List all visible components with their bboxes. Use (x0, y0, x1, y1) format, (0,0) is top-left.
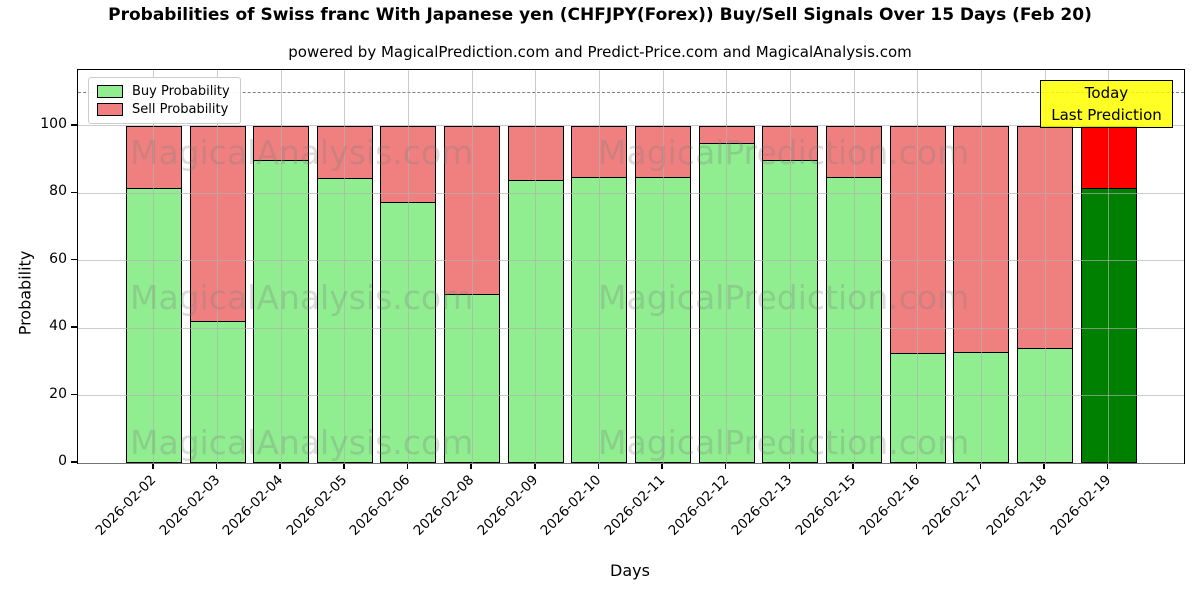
v-gridline (853, 70, 855, 463)
x-tick-mark (534, 463, 536, 469)
y-tick-label: 40 (49, 318, 67, 335)
today-annotation-line1: Today (1084, 84, 1129, 102)
sell-color-swatch (97, 103, 123, 116)
x-tick-mark (406, 463, 409, 469)
x-tick-mark (916, 463, 918, 469)
h-gridline (78, 327, 1184, 329)
x-tick-mark (979, 463, 982, 469)
v-gridline (407, 70, 409, 463)
h-gridline (78, 395, 1184, 397)
y-tick-label: 0 (58, 453, 67, 469)
x-tick-mark (852, 463, 854, 469)
chart-title: Probabilities of Swiss franc With Japane… (108, 5, 1092, 25)
x-tick-mark (1043, 463, 1045, 469)
today-annotation: Today Last Prediction (1040, 80, 1173, 128)
chart-subtitle: powered by MagicalPrediction.com and Pre… (288, 43, 912, 61)
v-gridline (153, 70, 155, 463)
v-gridline (980, 70, 982, 463)
v-gridline (789, 70, 791, 463)
v-gridline (217, 70, 218, 463)
x-tick-mark (661, 463, 663, 469)
x-tick-mark (343, 463, 345, 469)
x-tick-mark (788, 463, 791, 469)
legend-label-buy: Buy Probability (132, 84, 230, 99)
x-tick-mark (215, 463, 218, 469)
today-annotation-line2: Last Prediction (1051, 106, 1162, 124)
legend-item-sell: Sell Probability (97, 103, 230, 116)
v-gridline (726, 70, 728, 463)
x-axis-label: Days (610, 561, 650, 580)
y-tick-label: 100 (40, 115, 67, 132)
h-gridline (78, 192, 1184, 194)
dashed-threshold-line (78, 92, 1184, 94)
v-gridline (1108, 70, 1110, 463)
y-tick-label: 20 (49, 385, 67, 402)
v-gridline (598, 70, 600, 463)
x-tick-mark (725, 463, 727, 469)
h-gridline (78, 260, 1184, 262)
y-tick-label: 80 (49, 183, 67, 200)
plot-area (77, 69, 1185, 464)
v-gridline (1044, 70, 1046, 463)
y-tick-mark (71, 259, 77, 261)
legend-item-buy: Buy Probability (97, 85, 230, 98)
v-gridline (280, 70, 282, 463)
x-tick-mark (279, 463, 281, 469)
legend-label-sell: Sell Probability (132, 102, 229, 117)
buy-color-swatch (97, 85, 123, 98)
v-gridline (535, 70, 537, 463)
x-tick-mark (470, 463, 472, 469)
v-gridline (662, 70, 664, 463)
x-tick-mark (152, 463, 154, 469)
x-tick-mark (597, 463, 600, 469)
h-gridline (78, 462, 1184, 464)
y-tick-label: 60 (49, 250, 67, 267)
y-tick-mark (71, 326, 77, 328)
y-tick-mark (71, 461, 77, 463)
v-gridline (344, 70, 346, 463)
v-gridline (471, 70, 473, 463)
y-tick-mark (71, 191, 77, 194)
y-tick-mark (71, 393, 77, 396)
legend: Buy Probability Sell Probability (88, 77, 241, 124)
h-gridline (78, 125, 1184, 127)
x-tick-mark (1107, 463, 1109, 469)
y-tick-mark (71, 124, 77, 126)
v-gridline (917, 70, 919, 463)
